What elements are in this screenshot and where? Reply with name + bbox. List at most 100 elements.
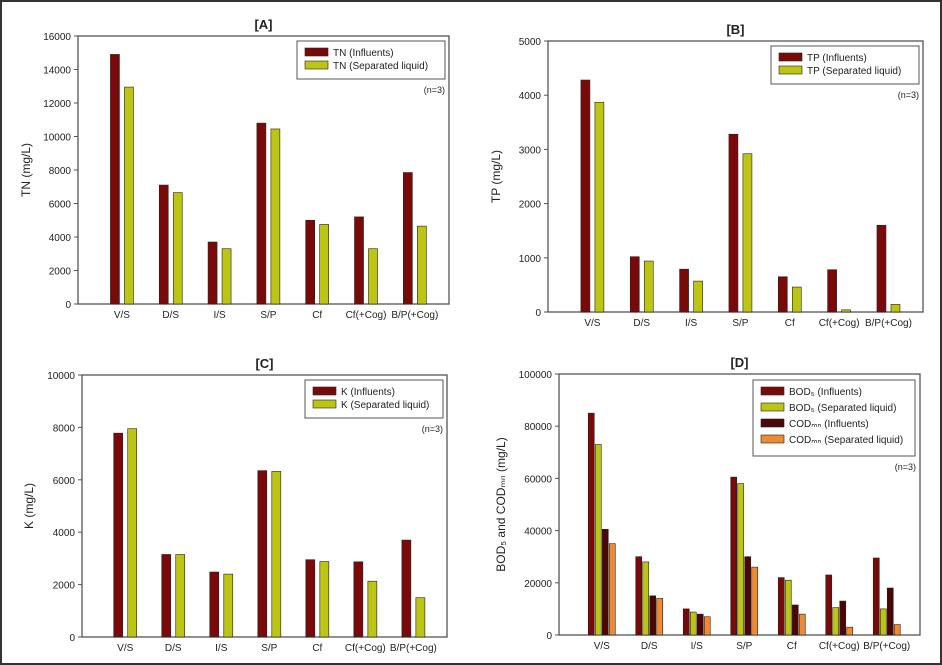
bar-2-D/S — [642, 561, 650, 636]
y-tick-label: 2000 — [53, 581, 76, 592]
bar-1-V/S — [587, 412, 595, 636]
x-tick-label: Cf(+Cog) — [345, 643, 386, 654]
y-tick-label: 10000 — [47, 371, 75, 382]
y-tick-label: 40000 — [524, 527, 552, 538]
y-tick-label: 5000 — [519, 37, 542, 48]
legend-swatch — [760, 418, 785, 428]
x-tick-label: B/P(+Cog) — [391, 310, 438, 321]
bar-1-V/S — [113, 432, 124, 638]
x-tick-label: Cf — [785, 318, 795, 329]
bar-3-Cf — [791, 604, 799, 636]
bar-1-B/P(+Cog) — [401, 539, 412, 638]
x-tick-label: D/S — [165, 643, 182, 654]
y-tick-label: 6000 — [49, 200, 72, 211]
legend-label: K (Influents) — [341, 387, 395, 398]
bar-2-I/S — [223, 573, 234, 638]
legend-swatch — [304, 47, 329, 57]
y-tick-label: 2000 — [49, 267, 72, 278]
bar-1-S/P — [730, 476, 738, 636]
legend: TP (Influents) TP (Separated liquid) — [770, 45, 920, 85]
legend-label: TP (Separated liquid) — [807, 66, 901, 77]
x-tick-label: B/P(+Cog) — [390, 643, 437, 654]
bar-2-V/S — [594, 101, 605, 313]
bar-2-V/S — [124, 86, 134, 305]
sample-size-note: (n=3) — [898, 90, 919, 100]
y-tick-label: 14000 — [43, 66, 71, 77]
legend-label: TN (Influents) — [333, 48, 394, 59]
bar-4-D/S — [656, 598, 664, 636]
x-tick-label: S/P — [732, 318, 748, 329]
legend-swatch — [760, 386, 785, 396]
x-tick-label: V/S — [114, 310, 130, 321]
bar-2-V/S — [594, 444, 602, 636]
bar-2-S/P — [270, 128, 281, 305]
bar-1-I/S — [682, 608, 690, 636]
sample-size-note: (n=3) — [424, 85, 445, 95]
bar-2-I/S — [693, 280, 703, 313]
x-tick-label: D/S — [641, 641, 658, 652]
y-tick-label: 20000 — [524, 579, 552, 590]
x-tick-label: D/S — [633, 318, 650, 329]
bar-2-B/P(+Cog) — [417, 225, 427, 305]
y-tick-label: 60000 — [524, 474, 552, 485]
bar-1-D/S — [158, 184, 169, 305]
bar-1-I/S — [679, 268, 689, 313]
bar-2-Cf — [319, 561, 330, 638]
legend-label: BOD₅ (Influents) — [789, 387, 862, 398]
x-tick-label: Cf — [312, 643, 322, 654]
bar-4-Cf — [798, 613, 806, 636]
y-tick-label: 12000 — [43, 99, 71, 110]
y-axis-label: K (mg/L) — [22, 483, 36, 529]
bar-1-V/S — [110, 54, 120, 305]
legend-swatch — [304, 60, 329, 70]
bar-1-Cf(+Cog) — [827, 269, 837, 313]
bar-1-Cf(+Cog) — [354, 216, 364, 305]
legend: K (Influents) K (Separated liquid) — [304, 379, 444, 419]
bar-2-V/S — [127, 428, 138, 638]
x-tick-label: S/P — [261, 643, 277, 654]
bar-1-D/S — [629, 256, 640, 313]
y-tick-label: 8000 — [53, 423, 76, 434]
legend-label: BOD₅ (Separated liquid) — [789, 403, 896, 414]
sample-size-note: (n=3) — [422, 424, 443, 434]
bar-3-S/P — [744, 556, 752, 636]
x-tick-label: S/P — [260, 310, 276, 321]
y-tick-label: 3000 — [519, 145, 542, 156]
y-tick-label: 4000 — [53, 528, 76, 539]
x-tick-label: Cf — [787, 641, 797, 652]
sample-size-note: (n=3) — [895, 462, 916, 472]
bar-1-S/P — [728, 133, 739, 313]
x-tick-label: I/S — [213, 310, 226, 321]
legend-label: TP (Influents) — [807, 53, 867, 64]
bar-1-Cf — [777, 276, 788, 313]
bar-1-B/P(+Cog) — [403, 172, 413, 305]
bar-3-V/S — [601, 528, 609, 636]
y-tick-label: 2000 — [519, 200, 542, 211]
y-tick-label: 4000 — [519, 91, 542, 102]
bar-4-Cf(+Cog) — [846, 626, 854, 636]
legend-swatch — [760, 402, 785, 412]
y-axis-label: TN (mg/L) — [19, 143, 33, 197]
bar-2-S/P — [271, 471, 282, 638]
legend-swatch — [778, 52, 803, 62]
chart-panel-c: [C] 0 2000 4000 6000 8000 10000 K (mg/L) V/S D/S I… — [22, 356, 448, 654]
y-tick-label: 16000 — [43, 32, 71, 43]
legend-swatch — [778, 65, 803, 75]
bar-1-Cf — [305, 219, 315, 305]
bar-4-S/P — [751, 566, 759, 636]
x-tick-label: Cf(+Cog) — [819, 318, 860, 329]
bar-1-Cf — [305, 559, 316, 638]
x-tick-label: B/P(+Cog) — [863, 641, 910, 652]
bar-2-D/S — [643, 260, 654, 313]
y-axis-label: BOD₅ and CODₘₙ (mg/L) — [494, 437, 508, 571]
x-tick-label: I/S — [685, 318, 698, 329]
x-tick-label: Cf(+Cog) — [819, 641, 860, 652]
y-tick-label: 0 — [546, 631, 552, 642]
legend-swatch — [312, 386, 337, 396]
bar-1-Cf(+Cog) — [353, 561, 364, 638]
bar-1-D/S — [635, 556, 643, 636]
bar-2-I/S — [221, 248, 232, 305]
y-tick-label: 8000 — [49, 166, 72, 177]
y-tick-label: 0 — [65, 300, 71, 311]
